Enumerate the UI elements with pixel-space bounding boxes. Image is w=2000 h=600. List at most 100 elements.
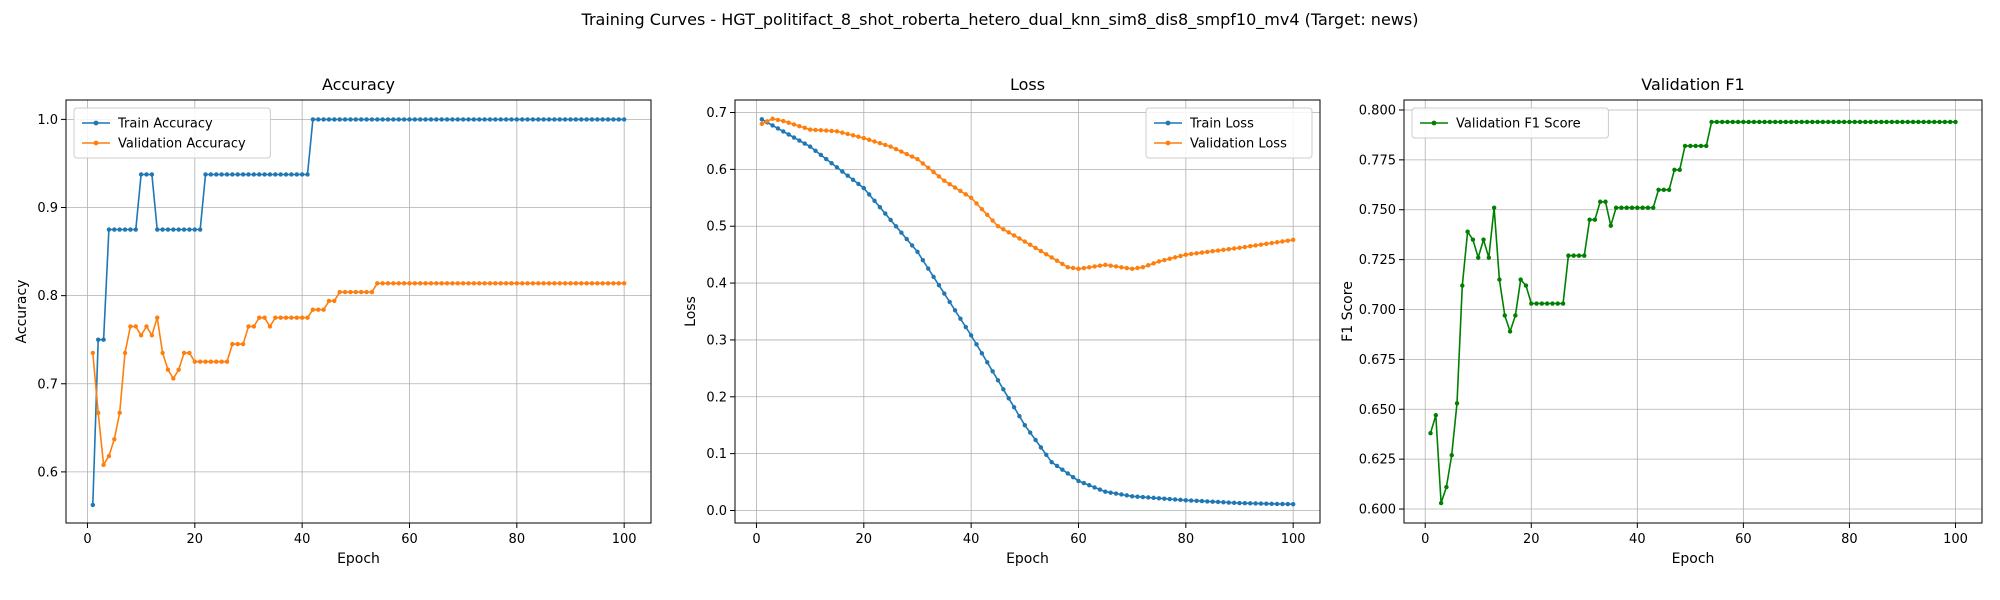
data-point [391, 117, 396, 122]
data-point [579, 281, 584, 286]
data-point [942, 178, 947, 183]
data-point [1065, 264, 1070, 270]
data-point [1221, 247, 1226, 253]
data-point [952, 185, 958, 190]
data-point [1242, 501, 1248, 506]
data-point [1560, 301, 1566, 306]
data-point [101, 462, 106, 468]
data-point [187, 227, 192, 232]
data-point [525, 281, 530, 286]
data-point [460, 281, 466, 286]
x-tick-label: 0 [1421, 532, 1429, 547]
data-point [90, 350, 96, 356]
data-point [1151, 261, 1156, 266]
data-point [1523, 283, 1529, 288]
data-point [1108, 490, 1113, 495]
data-point [160, 227, 165, 232]
data-point [1513, 313, 1518, 318]
data-point [1092, 264, 1097, 269]
data-point [1215, 499, 1221, 505]
data-point [936, 283, 942, 288]
data-point [1476, 255, 1481, 260]
data-point [1033, 245, 1038, 251]
data-point [519, 117, 525, 122]
data-point [1129, 494, 1135, 499]
data-point [283, 315, 289, 320]
y-tick-label: 0.675 [1359, 353, 1396, 368]
data-point [840, 169, 845, 174]
data-point [797, 123, 802, 129]
data-point [557, 117, 562, 122]
data-point [423, 117, 428, 122]
data-point [1449, 452, 1454, 458]
data-point [96, 337, 101, 342]
data-point [428, 117, 434, 122]
data-point [926, 266, 931, 271]
data-point [621, 281, 627, 286]
data-point [541, 281, 546, 286]
data-point [160, 350, 165, 356]
data-point [1087, 483, 1092, 488]
data-point [1725, 119, 1730, 125]
data-point [1873, 119, 1879, 125]
data-point [267, 172, 273, 177]
data-point [1947, 119, 1953, 125]
data-point [1044, 252, 1049, 257]
data-point [1582, 253, 1587, 258]
data-point [909, 154, 915, 159]
data-point [176, 227, 181, 232]
data-point [1146, 263, 1151, 268]
data-point [1167, 256, 1172, 261]
data-point [1613, 205, 1619, 210]
data-point [278, 315, 283, 320]
data-point [909, 243, 915, 248]
data-point [353, 117, 359, 122]
data-point [482, 117, 487, 122]
data-point [1444, 484, 1449, 490]
data-point [968, 195, 974, 200]
data-point [985, 360, 990, 365]
data-point [1454, 401, 1460, 406]
data-point [759, 121, 765, 127]
data-point [246, 172, 251, 177]
data-point [112, 227, 117, 232]
y-tick-label: 0.800 [1359, 103, 1396, 118]
data-point [1081, 480, 1087, 486]
x-tick-label: 20 [187, 532, 204, 547]
data-point [1135, 494, 1140, 499]
data-point [856, 181, 861, 187]
data-point [1693, 143, 1698, 149]
data-point [122, 350, 128, 356]
data-point [536, 281, 541, 286]
data-point [813, 127, 818, 133]
data-point [1001, 387, 1006, 392]
data-point [584, 281, 589, 286]
data-point [294, 315, 299, 320]
data-point [904, 236, 909, 242]
series-line [761, 117, 1294, 270]
data-point [1576, 253, 1582, 258]
data-point [358, 289, 364, 295]
data-point [385, 117, 391, 122]
data-point [1290, 502, 1296, 507]
y-tick-label: 0.650 [1359, 403, 1396, 418]
data-point [375, 117, 380, 122]
data-point [1194, 498, 1199, 504]
data-point [947, 181, 952, 187]
data-point [493, 281, 498, 286]
data-point [557, 281, 562, 286]
data-point [1001, 227, 1006, 232]
data-point [1006, 396, 1011, 401]
data-point [765, 119, 770, 124]
data-point [192, 359, 198, 364]
data-point [1672, 167, 1677, 173]
data-point [171, 227, 176, 232]
data-point [818, 128, 824, 133]
data-point [197, 359, 203, 364]
data-point [112, 437, 117, 442]
data-point [165, 367, 171, 372]
data-point [503, 281, 509, 286]
data-point [1205, 499, 1210, 504]
data-point [1113, 264, 1119, 269]
data-point [235, 172, 240, 177]
